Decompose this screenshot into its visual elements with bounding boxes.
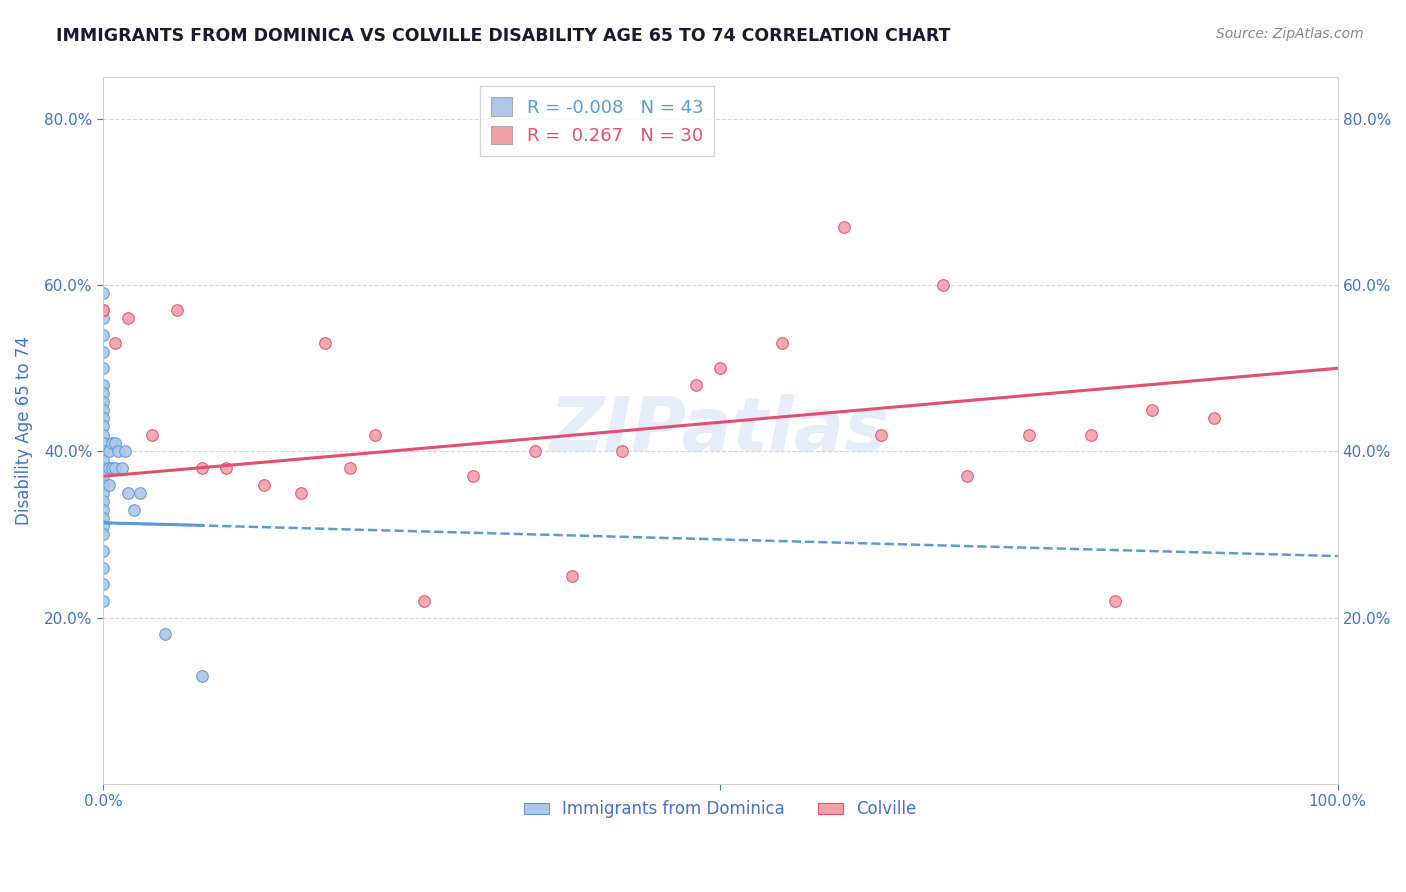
- Point: [117, 311, 139, 326]
- Point: [100, 461, 122, 475]
- Point: [931, 278, 953, 293]
- Point: [1142, 402, 1164, 417]
- Point: [129, 486, 152, 500]
- Point: [91, 486, 114, 500]
- Point: [524, 444, 547, 458]
- Point: [770, 336, 793, 351]
- Point: [191, 461, 214, 475]
- Point: [91, 519, 114, 533]
- Point: [98, 444, 121, 458]
- Point: [91, 286, 114, 301]
- Point: [413, 594, 436, 608]
- Point: [114, 444, 136, 458]
- Point: [290, 486, 312, 500]
- Point: [91, 361, 114, 376]
- Point: [561, 569, 583, 583]
- Point: [104, 461, 127, 475]
- Point: [166, 303, 188, 318]
- Point: [117, 486, 139, 500]
- Point: [709, 361, 731, 376]
- Point: [98, 477, 121, 491]
- Point: [1204, 411, 1226, 425]
- Point: [463, 469, 485, 483]
- Point: [91, 344, 114, 359]
- Point: [104, 336, 127, 351]
- Point: [98, 461, 121, 475]
- Point: [100, 436, 122, 450]
- Point: [91, 577, 114, 591]
- Point: [869, 427, 891, 442]
- Point: [91, 502, 114, 516]
- Point: [252, 477, 274, 491]
- Text: ZIPatlas: ZIPatlas: [550, 394, 890, 467]
- Point: [1104, 594, 1126, 608]
- Point: [91, 402, 114, 417]
- Point: [91, 303, 114, 318]
- Point: [1080, 427, 1102, 442]
- Point: [339, 461, 361, 475]
- Point: [110, 461, 132, 475]
- Point: [1018, 427, 1040, 442]
- Point: [91, 452, 114, 467]
- Point: [832, 219, 855, 234]
- Point: [104, 436, 127, 450]
- Point: [107, 444, 129, 458]
- Y-axis label: Disability Age 65 to 74: Disability Age 65 to 74: [15, 336, 32, 525]
- Point: [91, 594, 114, 608]
- Point: [91, 303, 114, 318]
- Point: [91, 328, 114, 343]
- Legend: Immigrants from Dominica, Colville: Immigrants from Dominica, Colville: [517, 794, 924, 825]
- Point: [91, 560, 114, 574]
- Point: [91, 311, 114, 326]
- Point: [91, 511, 114, 525]
- Point: [141, 427, 163, 442]
- Point: [91, 427, 114, 442]
- Point: [91, 544, 114, 558]
- Point: [91, 469, 114, 483]
- Point: [956, 469, 979, 483]
- Point: [91, 527, 114, 541]
- Point: [191, 669, 214, 683]
- Point: [314, 336, 336, 351]
- Point: [91, 461, 114, 475]
- Point: [91, 411, 114, 425]
- Point: [91, 394, 114, 409]
- Point: [91, 477, 114, 491]
- Point: [91, 377, 114, 392]
- Point: [122, 502, 145, 516]
- Point: [91, 494, 114, 508]
- Point: [91, 436, 114, 450]
- Point: [215, 461, 238, 475]
- Point: [91, 386, 114, 401]
- Point: [91, 419, 114, 434]
- Text: Source: ZipAtlas.com: Source: ZipAtlas.com: [1216, 27, 1364, 41]
- Point: [363, 427, 385, 442]
- Point: [610, 444, 633, 458]
- Text: IMMIGRANTS FROM DOMINICA VS COLVILLE DISABILITY AGE 65 TO 74 CORRELATION CHART: IMMIGRANTS FROM DOMINICA VS COLVILLE DIS…: [56, 27, 950, 45]
- Point: [91, 444, 114, 458]
- Point: [153, 627, 176, 641]
- Point: [685, 377, 707, 392]
